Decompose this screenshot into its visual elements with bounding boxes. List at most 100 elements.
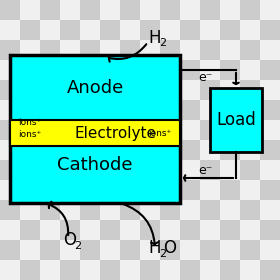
Bar <box>10 55 180 203</box>
Bar <box>100 120 120 140</box>
Text: Load: Load <box>216 111 256 129</box>
Bar <box>40 20 60 40</box>
Bar <box>80 160 100 180</box>
Bar <box>140 120 160 140</box>
Bar <box>100 20 120 40</box>
Bar <box>140 240 160 260</box>
Bar <box>80 40 100 60</box>
Bar <box>0 0 20 20</box>
Bar <box>200 20 220 40</box>
Bar <box>220 240 240 260</box>
Bar <box>260 140 280 160</box>
Bar <box>260 220 280 240</box>
Bar <box>220 0 240 20</box>
Bar <box>120 60 140 80</box>
Bar <box>20 0 40 20</box>
Bar <box>220 40 240 60</box>
Bar <box>60 20 80 40</box>
Bar <box>220 180 240 200</box>
Bar <box>140 220 160 240</box>
Bar <box>180 200 200 220</box>
Bar <box>100 100 120 120</box>
Bar <box>240 200 260 220</box>
Bar <box>20 140 40 160</box>
Bar <box>160 60 180 80</box>
Bar <box>80 240 100 260</box>
Bar <box>20 180 40 200</box>
Bar <box>180 180 200 200</box>
Bar <box>40 220 60 240</box>
Bar <box>0 140 20 160</box>
Bar <box>60 140 80 160</box>
Bar <box>260 0 280 20</box>
Bar <box>40 160 60 180</box>
Bar <box>220 160 240 180</box>
Bar <box>100 220 120 240</box>
Bar <box>120 260 140 280</box>
Bar <box>0 100 20 120</box>
Bar <box>20 260 40 280</box>
Bar <box>80 140 100 160</box>
Bar <box>20 220 40 240</box>
Bar <box>160 240 180 260</box>
Bar <box>180 80 200 100</box>
Bar <box>200 0 220 20</box>
Text: Electrolyte: Electrolyte <box>74 125 156 141</box>
Bar <box>140 40 160 60</box>
Bar <box>240 60 260 80</box>
Bar <box>260 120 280 140</box>
Bar <box>180 120 200 140</box>
Bar <box>40 120 60 140</box>
Text: ions⁺: ions⁺ <box>148 129 171 137</box>
Bar <box>180 0 200 20</box>
Bar <box>140 80 160 100</box>
Bar <box>180 160 200 180</box>
Bar <box>180 100 200 120</box>
Bar <box>0 200 20 220</box>
Bar <box>120 200 140 220</box>
Bar <box>120 40 140 60</box>
Bar <box>220 220 240 240</box>
Bar <box>100 40 120 60</box>
Bar <box>100 60 120 80</box>
Bar <box>240 140 260 160</box>
Bar <box>160 180 180 200</box>
Bar <box>220 60 240 80</box>
Bar <box>0 80 20 100</box>
Bar <box>200 220 220 240</box>
Bar <box>200 160 220 180</box>
Bar <box>260 260 280 280</box>
Bar <box>20 60 40 80</box>
Bar <box>160 0 180 20</box>
Bar <box>0 260 20 280</box>
Bar <box>260 160 280 180</box>
Bar <box>0 240 20 260</box>
Bar <box>210 88 262 152</box>
Bar <box>80 220 100 240</box>
Bar <box>220 200 240 220</box>
Bar <box>240 40 260 60</box>
Bar <box>160 100 180 120</box>
Text: H: H <box>149 29 161 47</box>
Bar <box>200 180 220 200</box>
Bar <box>120 100 140 120</box>
Bar <box>100 240 120 260</box>
Bar <box>40 180 60 200</box>
Bar <box>240 260 260 280</box>
Bar <box>220 260 240 280</box>
Bar <box>80 260 100 280</box>
Bar <box>120 240 140 260</box>
Bar <box>180 40 200 60</box>
Bar <box>260 80 280 100</box>
Bar <box>140 140 160 160</box>
Bar <box>220 140 240 160</box>
Bar <box>60 0 80 20</box>
Bar <box>180 60 200 80</box>
Bar <box>200 80 220 100</box>
Bar <box>60 240 80 260</box>
Bar <box>80 0 100 20</box>
Bar <box>160 200 180 220</box>
Bar <box>200 200 220 220</box>
Bar <box>220 80 240 100</box>
Text: 2: 2 <box>159 249 167 259</box>
